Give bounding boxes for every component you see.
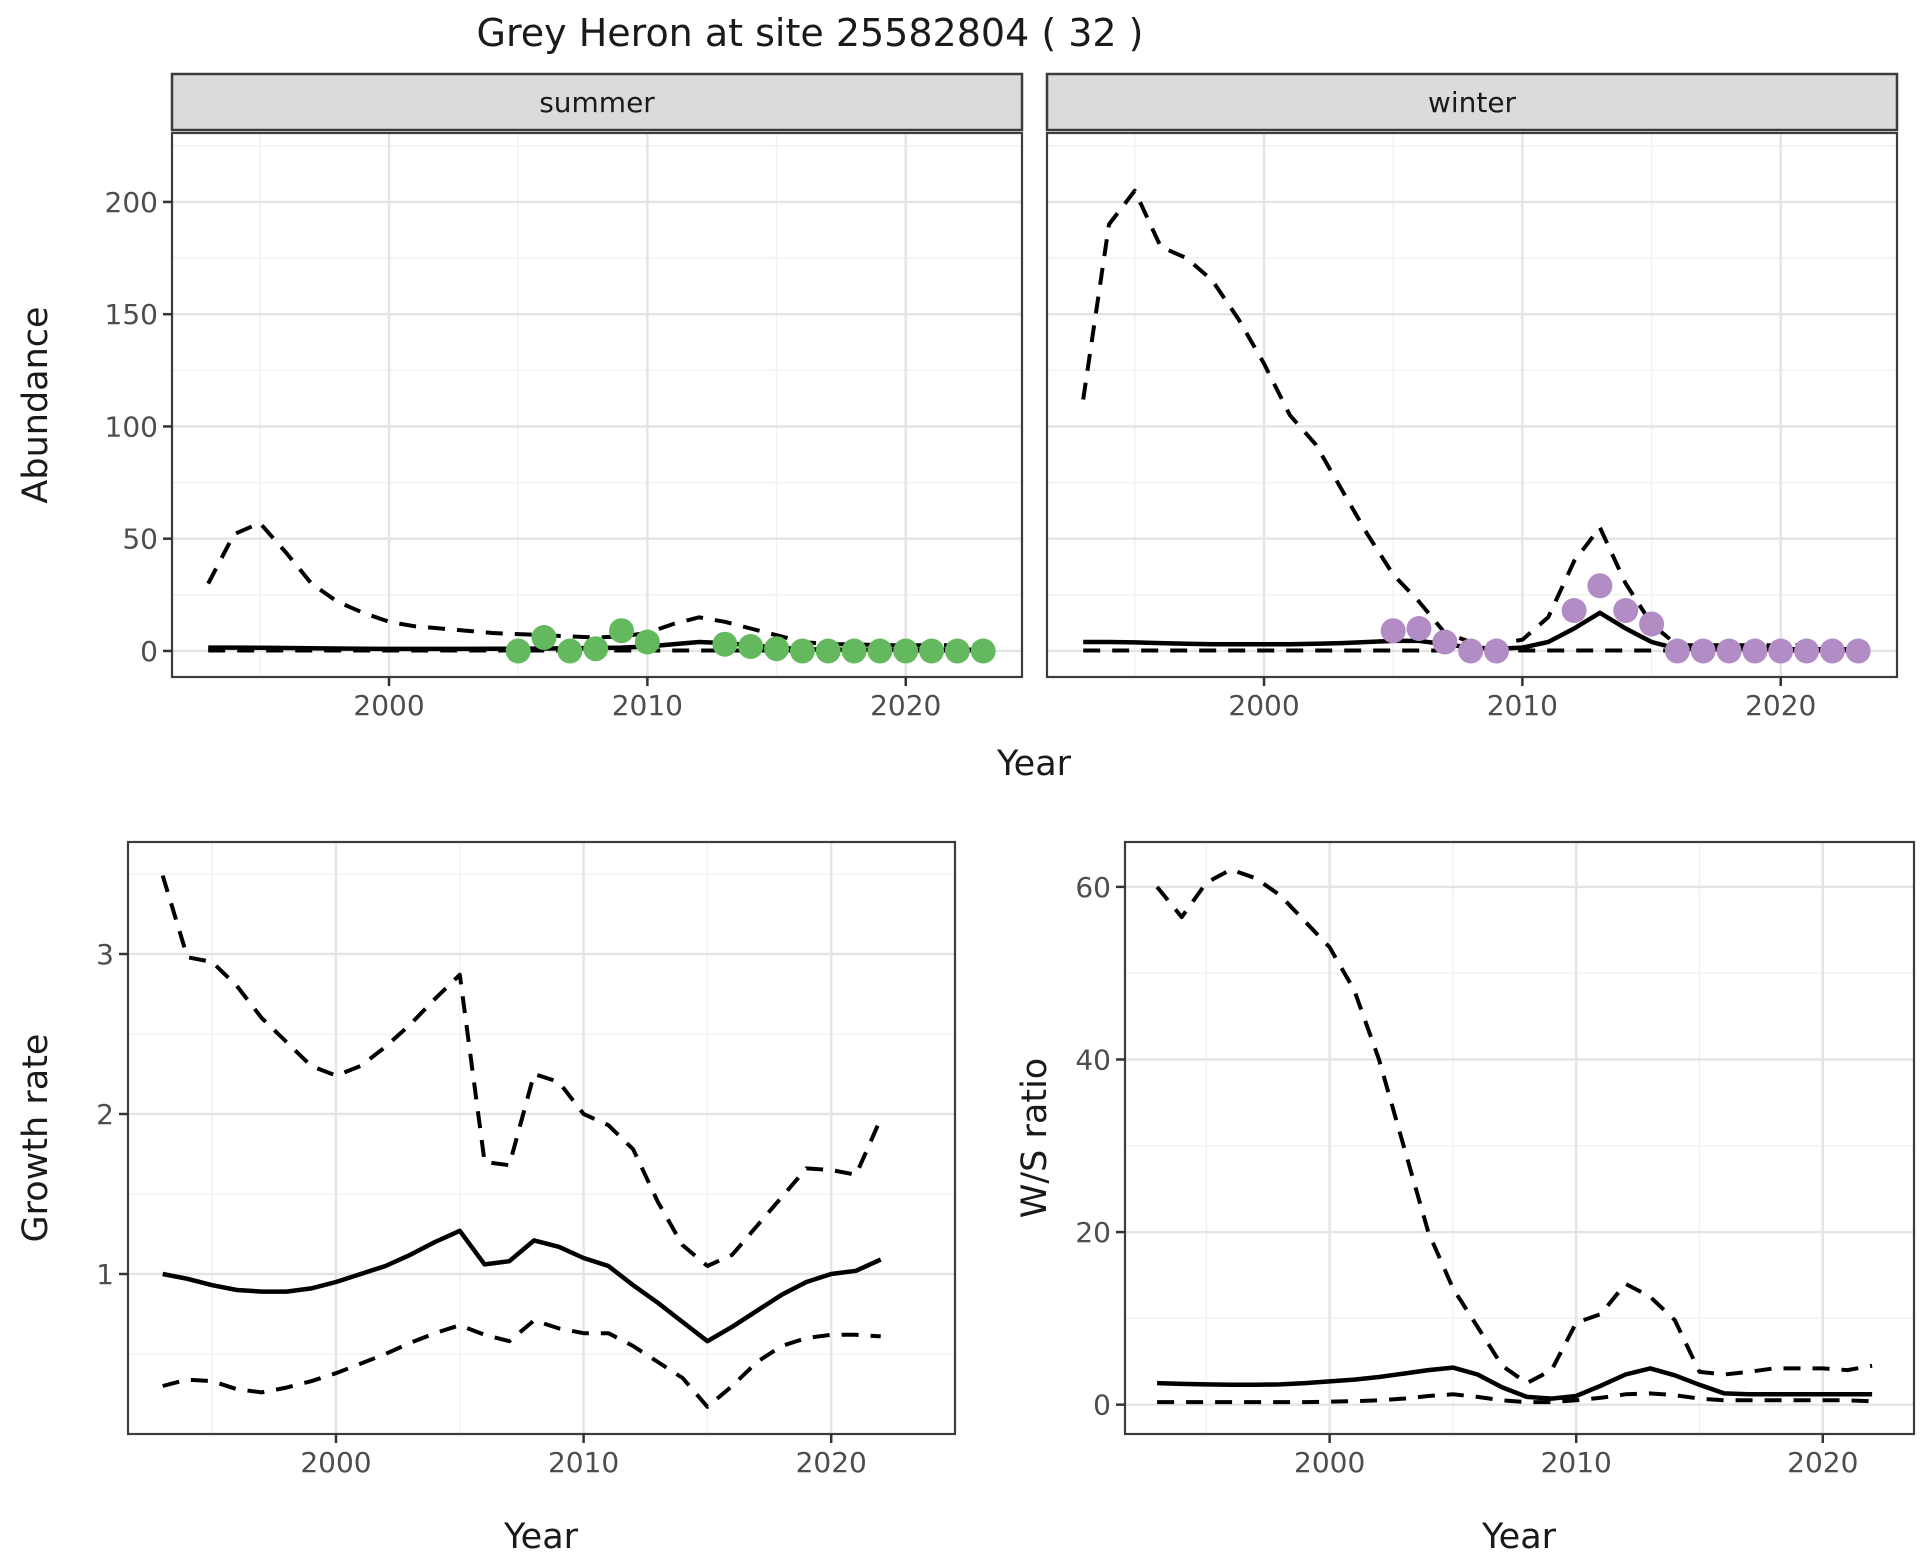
abundance-winter-panel-border (1045, 131, 1899, 679)
x-tick-label: 2000 (353, 689, 424, 722)
growth-rate-panel-border (126, 840, 957, 1436)
abundance-winter-panel-background (1047, 133, 1897, 677)
abundance-winter-observed-point (1613, 598, 1639, 623)
top-x-axis-title: Year (996, 744, 1072, 784)
facet-strip-winter (1045, 72, 1899, 132)
y-tick-label: 40 (1075, 1043, 1111, 1076)
ws-ratio-lower-ci-line (1157, 1391, 1873, 1405)
abundance-winter-observed-point (1845, 638, 1871, 664)
abundance-y-axis-title: Abundance (16, 306, 56, 503)
abundance-summer-observed-point (867, 638, 893, 664)
ws-ratio-x-axis-title: Year (1481, 1517, 1557, 1557)
y-tick-label: 0 (1093, 1389, 1111, 1422)
growth-rate-y-axis-title: Growth rate (16, 1034, 56, 1243)
abundance-summer-observed-point (764, 636, 790, 662)
x-tick-label: 2020 (1745, 689, 1816, 722)
y-tick-label: 50 (122, 523, 158, 556)
growth-rate-upper-ci-line (160, 875, 883, 1268)
ws-ratio-panel: 2000 2010 2020 0 20 40 60 (1075, 840, 1916, 1479)
x-tick-label: 2020 (870, 689, 941, 722)
ws-ratio-fit-line (1157, 1365, 1873, 1401)
abundance-winter-observed-point (1690, 638, 1716, 664)
abundance-winter-observed-point (1484, 638, 1509, 664)
abundance-winter-observed-point (1819, 638, 1845, 664)
abundance-winter-observed-point (1561, 598, 1587, 623)
ws-ratio-panel-background (1125, 842, 1914, 1434)
x-tick-label: 2000 (1294, 1446, 1365, 1479)
abundance-winter-observed-point (1406, 616, 1432, 641)
growth-rate-panel: 2000 2010 2020 1 2 3 (96, 840, 957, 1479)
abundance-winter-observed-point (1587, 573, 1613, 599)
y-tick-label: 3 (96, 938, 114, 971)
growth-rate-x-axis-title: Year (503, 1517, 579, 1557)
y-tick-label: 60 (1075, 871, 1111, 904)
x-tick-label: 2020 (1787, 1446, 1858, 1479)
abundance-winter-observed-point (1432, 629, 1458, 655)
x-tick-label: 2010 (548, 1446, 619, 1479)
growth-rate-fit-line (162, 1228, 882, 1344)
abundance-summer-observed-point (505, 638, 531, 664)
abundance-summer-observed-point (634, 629, 660, 655)
ws-ratio-upper-ci-line (1155, 867, 1873, 1386)
y-tick-label: 200 (105, 186, 158, 219)
abundance-summer-observed-point (738, 634, 764, 659)
y-tick-label: 150 (105, 298, 158, 331)
y-tick-label: 1 (96, 1258, 114, 1291)
facet-strip-label-winter: winter (1428, 86, 1517, 119)
growth-rate-lower-ci-line (162, 1318, 881, 1409)
abundance-winter-panel: 2000 2010 2020 (1045, 131, 1899, 722)
abundance-summer-observed-point (789, 638, 815, 664)
abundance-summer-observed-point (815, 638, 841, 664)
x-tick-label: 2010 (1541, 1446, 1612, 1479)
ws-ratio-y-axis-title: W/S ratio (1015, 1058, 1055, 1218)
abundance-summer-observed-point (583, 636, 609, 662)
abundance-winter-observed-point (1664, 638, 1690, 664)
x-tick-label: 2010 (612, 689, 683, 722)
abundance-summer-observed-point (970, 638, 996, 664)
y-tick-label: 0 (140, 635, 158, 668)
abundance-summer-panel-background (172, 133, 1022, 677)
facet-strip-summer (170, 72, 1024, 132)
abundance-summer-observed-point (841, 638, 867, 664)
figure-title: Grey Heron at site 25582804 ( 32 ) (477, 11, 1144, 55)
abundance-summer-panel: 2000 2010 2020 0 50 100 150 200 (105, 131, 1024, 722)
abundance-winter-observed-point (1458, 638, 1484, 664)
abundance-winter-observed-point (1794, 638, 1820, 664)
x-tick-label: 2000 (300, 1446, 371, 1479)
abundance-winter-observed-point (1768, 638, 1794, 664)
y-tick-label: 2 (96, 1098, 114, 1131)
abundance-summer-observed-point (609, 618, 634, 644)
abundance-winter-observed-point (1716, 638, 1742, 664)
y-tick-label: 20 (1075, 1216, 1111, 1249)
abundance-winter-observed-point (1639, 611, 1665, 637)
abundance-winter-observed-point (1380, 618, 1406, 644)
abundance-summer-observed-point (531, 625, 557, 650)
facet-strip-label-summer: summer (539, 86, 655, 119)
abundance-summer-observed-point (919, 638, 945, 664)
abundance-winter-observed-point (1742, 638, 1768, 664)
ws-ratio-panel-border (1123, 840, 1916, 1436)
abundance-summer-observed-point (712, 631, 738, 657)
abundance-summer-observed-point (557, 638, 583, 664)
x-tick-label: 2000 (1228, 689, 1299, 722)
x-tick-label: 2010 (1487, 689, 1558, 722)
x-tick-label: 2020 (796, 1446, 867, 1479)
abundance-summer-panel-border (170, 131, 1024, 679)
y-tick-label: 100 (105, 410, 158, 443)
abundance-summer-observed-point (944, 638, 970, 664)
abundance-summer-observed-point (893, 638, 919, 664)
